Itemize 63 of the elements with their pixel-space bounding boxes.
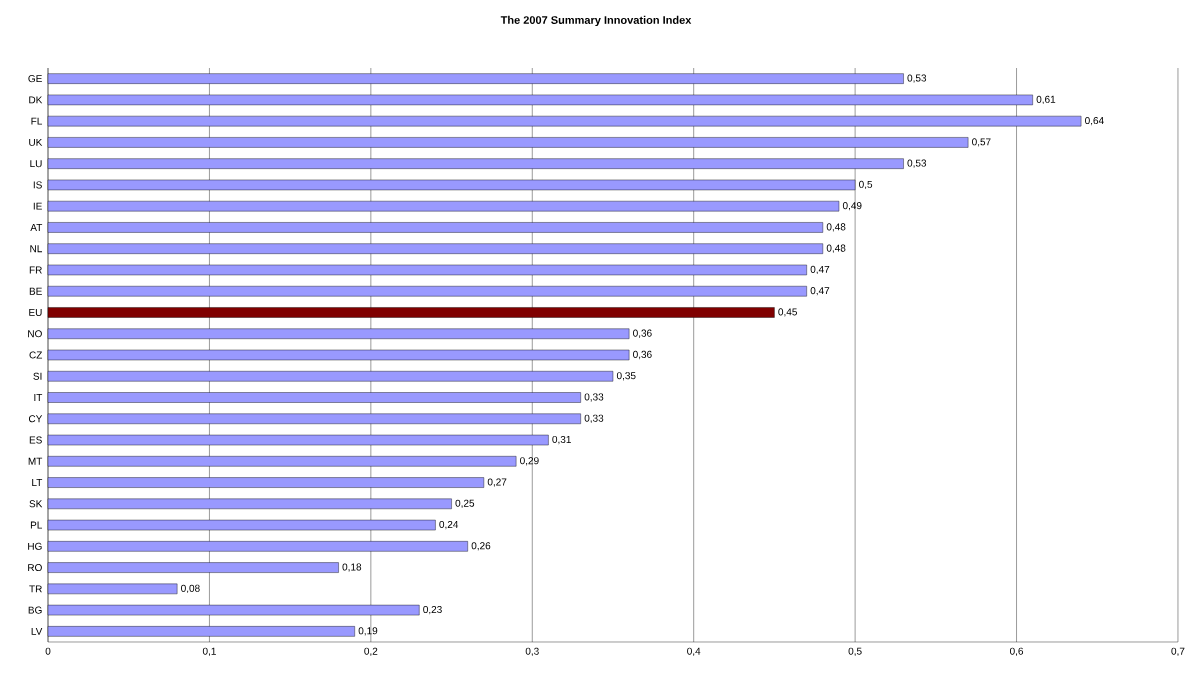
y-tick-label: LV [31, 627, 43, 635]
y-tick-label: BE [29, 287, 42, 295]
y-tick-label: IE [33, 202, 42, 210]
y-tick-label: BG [28, 606, 42, 614]
y-tick-label: GE [28, 75, 42, 83]
data-label: 0,5 [859, 180, 873, 190]
data-label: 0,48 [826, 244, 846, 253]
data-label: 0,19 [358, 627, 378, 636]
data-label: 0,53 [907, 74, 927, 83]
data-label: 0,36 [633, 350, 652, 360]
data-label: 0,36 [633, 329, 652, 338]
y-tick-label: IS [33, 181, 42, 189]
data-label: 0,24 [439, 520, 459, 530]
data-label: 0,31 [552, 435, 571, 445]
y-tick-label: TR [29, 585, 42, 593]
y-tick-label: LT [32, 479, 43, 486]
y-tick-label: FR [29, 266, 42, 274]
data-label: 0,53 [907, 159, 927, 168]
x-tick-label: 0,5 [848, 647, 862, 656]
y-tick-label: AT [30, 224, 43, 231]
data-label: 0,08 [181, 584, 200, 593]
data-label: 0,33 [584, 393, 604, 402]
data-label: 0,48 [826, 223, 846, 232]
x-tick-label: 0,7 [1171, 647, 1185, 656]
y-tick-label: NO [28, 330, 42, 338]
data-label: 0,49 [842, 202, 862, 211]
data-label: 0,47 [810, 265, 830, 275]
y-tick-label: IT [34, 394, 43, 401]
y-tick-label: SI [33, 372, 42, 380]
data-label: 0,57 [972, 138, 991, 147]
y-tick-label: SK [29, 500, 43, 508]
y-tick-label: MT [28, 457, 43, 465]
y-tick-label: NL [30, 245, 43, 253]
y-tick-label: CZ [29, 351, 43, 359]
y-tick-label: LU [30, 160, 42, 168]
data-label: 0,23 [423, 605, 442, 615]
x-tick-label: 0,4 [687, 647, 701, 656]
data-label: 0,33 [584, 414, 604, 423]
y-tick-label: HG [28, 542, 42, 550]
data-label: 0,47 [810, 287, 830, 296]
y-tick-label: RO [28, 564, 42, 572]
data-label: 0,61 [1036, 95, 1056, 105]
y-tick-label: ES [29, 436, 42, 444]
y-tick-label: DK [29, 96, 43, 104]
y-tick-label: CY [28, 415, 43, 423]
y-tick-label: PL [30, 521, 43, 529]
x-tick-label: 0,6 [1009, 647, 1024, 656]
data-label: 0,45 [778, 308, 797, 317]
x-tick-label: 0,3 [525, 647, 539, 656]
data-label: 0,27 [487, 478, 507, 487]
data-label: 0,35 [616, 372, 636, 381]
x-tick-label: 0,1 [202, 647, 216, 656]
data-label: 0,29 [520, 457, 539, 466]
chart-title: The 2007 Summary Innovation Index [500, 15, 692, 27]
y-tick-label: EU [29, 308, 42, 316]
x-tick-label: 0,2 [364, 647, 378, 656]
data-label: 0,25 [455, 499, 475, 508]
y-tick-label: FL [31, 117, 43, 125]
data-label: 0,18 [342, 563, 362, 572]
y-tick-label: UK [29, 138, 43, 146]
x-tick-label: 0 [45, 647, 51, 655]
data-label: 0,26 [471, 542, 491, 551]
data-label: 0,64 [1085, 117, 1104, 126]
